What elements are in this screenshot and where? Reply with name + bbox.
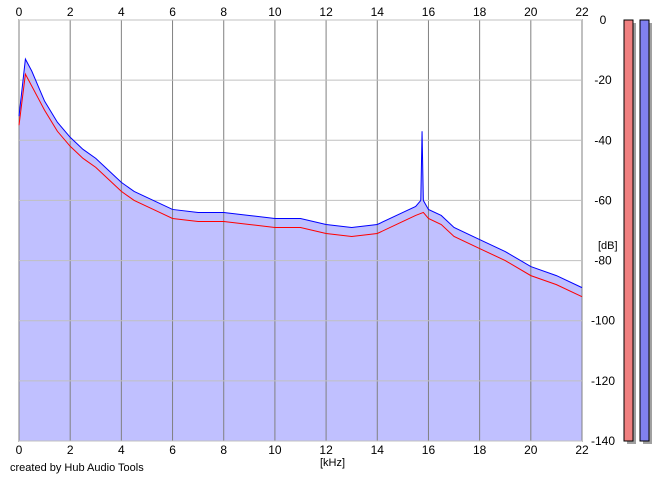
x-tick-label-top: 16: [422, 5, 436, 19]
area-fill: [19, 59, 582, 441]
y-tick-label: -140: [591, 434, 615, 448]
y-tick-label: -40: [594, 133, 612, 147]
x-tick-label-top: 2: [67, 5, 74, 19]
x-tick-label-top: 14: [371, 5, 385, 19]
x-tick-label-bottom: 22: [575, 443, 589, 457]
x-tick-label-bottom: 4: [118, 443, 125, 457]
x-tick-label-top: 10: [268, 5, 282, 19]
x-tick-label-bottom: 2: [67, 443, 74, 457]
x-tick-label-top: 8: [220, 5, 227, 19]
tick-labels: 002244668810101212141416161818202022220-…: [16, 5, 616, 457]
y-tick-label: -20: [594, 73, 612, 87]
x-tick-label-bottom: 0: [16, 443, 23, 457]
y-axis-label: [dB]: [598, 240, 618, 252]
y-tick-label: 0: [600, 13, 607, 27]
level-meter-bar: [639, 19, 650, 442]
x-axis-label: [kHz]: [320, 457, 346, 469]
y-tick-label: -60: [594, 193, 612, 207]
x-tick-label-bottom: 16: [422, 443, 436, 457]
x-tick-label-top: 12: [319, 5, 333, 19]
x-tick-label-top: 18: [473, 5, 487, 19]
x-tick-label-top: 0: [16, 5, 23, 19]
footer-credit: created by Hub Audio Tools: [10, 462, 144, 474]
series-line-0: [18, 72, 583, 298]
x-tick-label-bottom: 20: [524, 443, 538, 457]
y-tick-label: -120: [591, 374, 615, 388]
y-tick-label: -80: [594, 254, 612, 268]
x-tick-label-top: 22: [575, 5, 589, 19]
level-meters: [623, 19, 652, 444]
y-tick-label: -100: [591, 314, 615, 328]
x-tick-label-bottom: 18: [473, 443, 487, 457]
spectrum-area: [19, 59, 582, 441]
grid: [18, 19, 583, 442]
x-tick-label-bottom: 12: [319, 443, 333, 457]
x-tick-label-bottom: 10: [268, 443, 282, 457]
series-lines: [18, 57, 583, 298]
x-tick-label-top: 4: [118, 5, 125, 19]
x-tick-label-top: 20: [524, 5, 538, 19]
level-meter-bar: [623, 19, 634, 442]
x-tick-label-top: 6: [169, 5, 176, 19]
series-line-1: [18, 57, 583, 289]
x-tick-label-bottom: 8: [220, 443, 227, 457]
x-tick-label-bottom: 14: [371, 443, 385, 457]
x-tick-label-bottom: 6: [169, 443, 176, 457]
